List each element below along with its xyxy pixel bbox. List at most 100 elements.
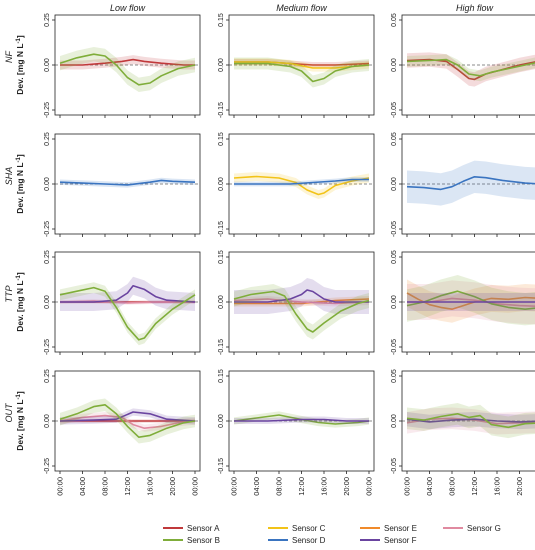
panel-sha-low: -0.25 0.00 0.25	[44, 132, 201, 237]
y-tick-label: 0.05	[391, 13, 398, 27]
series-line	[234, 289, 369, 303]
panel-ttp-high: -0.05 0.00 0.05	[391, 250, 535, 355]
x-tick-label: 20:00	[515, 477, 524, 496]
panel-sha-high: -0.05 0.00 0.05	[391, 132, 535, 237]
row-label: OUT	[4, 402, 14, 423]
x-tick-label: 08:00	[101, 477, 110, 496]
series-band	[407, 279, 535, 323]
x-tick-label: 12:00	[470, 477, 479, 496]
legend-label: Sensor A	[187, 524, 220, 533]
x-tick-label: 00:00	[365, 477, 374, 496]
series-band	[407, 403, 535, 439]
column-titles: Low flow Medium flow High flow	[110, 3, 494, 13]
y-tick-label: 0.05	[391, 250, 398, 264]
y-tick-label: -0.15	[218, 102, 225, 118]
panel-nf-low: -0.25 0.00 0.25	[44, 13, 201, 118]
series-line	[406, 58, 535, 77]
series-line	[234, 418, 369, 422]
legend-item: Sensor E	[360, 524, 417, 533]
y-tick-label: -0.05	[391, 221, 398, 237]
series-line	[59, 414, 196, 429]
y-tick-label: 0.25	[44, 13, 51, 27]
row-label: NF	[4, 51, 14, 63]
y-tick-label: -0.05	[391, 458, 398, 474]
legend-label: Sensor C	[292, 524, 326, 533]
series-line	[233, 414, 370, 425]
y-tick-label: 0.25	[44, 369, 51, 383]
y-tick-label: -0.25	[44, 102, 51, 118]
panel-data	[55, 47, 200, 92]
panel-nf-medium: -0.15 0.00 0.15	[218, 13, 375, 118]
series-line	[406, 290, 535, 310]
legend-label: Sensor D	[292, 536, 326, 545]
y-tick-label: 0.05	[391, 132, 398, 146]
x-tick-label: 00:00	[403, 477, 412, 496]
legend-item: Sensor F	[360, 536, 417, 545]
panel-data	[229, 411, 374, 428]
y-tick-label: 0.15	[218, 250, 225, 264]
y-tick-label: 0.00	[44, 58, 51, 72]
panel-data	[229, 172, 374, 199]
panel-out-low: -0.25 0.00 0.25 00:00 04:00 08:00 12:00 16:00 20…	[44, 369, 201, 496]
column-title: High flow	[456, 3, 494, 13]
y-tick-label: 0.00	[218, 295, 225, 309]
y-tick-label: 0.00	[218, 58, 225, 72]
y-tick-label: -0.25	[44, 458, 51, 474]
panel-data	[402, 403, 535, 439]
series-band	[60, 47, 195, 92]
series-line	[59, 404, 196, 438]
series-line	[60, 285, 196, 303]
y-axis-label: Dev. [mg N L-1]	[15, 391, 25, 451]
y-tick-label: 0.15	[218, 369, 225, 383]
series-line	[406, 418, 535, 423]
y-tick-label: -0.15	[218, 458, 225, 474]
series-line	[406, 413, 535, 429]
y-axis-label: Dev. [mg N L-1]	[15, 35, 25, 95]
panel-out-high: -0.05 0.00 0.05 00:00 04:00 08:00 12:00 16:00 20…	[391, 369, 535, 496]
legend: Sensor A Sensor B Sensor C Sensor D Sensor E…	[163, 524, 501, 545]
panel-out-medium: -0.15 0.00 0.15 00:00 04:00 08:00 12:00 16:00 20…	[218, 369, 375, 496]
panel-data	[229, 57, 374, 88]
series-band	[234, 57, 369, 88]
series-line	[406, 292, 535, 310]
series-line	[234, 298, 370, 305]
series-line	[234, 178, 369, 185]
x-tick-label: 04:00	[252, 477, 261, 496]
y-tick-label: 0.15	[218, 132, 225, 146]
y-tick-label: 0.00	[44, 414, 51, 428]
x-tick-label: 12:00	[123, 477, 132, 496]
y-tick-label: 0.00	[391, 177, 398, 191]
y-tick-label: 0.00	[391, 414, 398, 428]
legend-item: Sensor C	[268, 524, 326, 533]
series-band	[407, 160, 535, 206]
series-band	[234, 284, 369, 340]
series-line	[59, 286, 196, 341]
panels: -0.250.000.25-0.150.000.15-0.050.000.05-…	[44, 13, 535, 496]
x-tick-label: 00:00	[56, 477, 65, 496]
x-tick-label: 20:00	[168, 477, 177, 496]
x-tick-label: 12:00	[297, 477, 306, 496]
x-tick-label: 16:00	[146, 477, 155, 496]
y-tick-label: -0.05	[391, 339, 398, 355]
y-tick-label: -0.25	[44, 221, 51, 237]
x-tick-label: 16:00	[493, 477, 502, 496]
panel-nf-high: -0.05 0.00 0.05	[391, 13, 535, 118]
x-tick-label: 16:00	[320, 477, 329, 496]
series-line	[406, 176, 535, 191]
y-tick-label: 0.15	[218, 13, 225, 27]
x-tick-label: 04:00	[78, 477, 87, 496]
legend-label: Sensor B	[187, 536, 220, 545]
series-line	[59, 179, 196, 186]
legend-label: Sensor E	[384, 524, 417, 533]
panel-data	[402, 160, 535, 206]
series-line	[234, 62, 370, 83]
y-tick-label: 0.00	[44, 177, 51, 191]
y-tick-label: 0.25	[44, 250, 51, 264]
series-band	[407, 54, 535, 82]
x-tick-label: 08:00	[275, 477, 284, 496]
series-line	[234, 61, 370, 69]
panel-data	[402, 275, 535, 326]
legend-label: Sensor G	[467, 524, 501, 533]
series-band	[234, 278, 369, 314]
